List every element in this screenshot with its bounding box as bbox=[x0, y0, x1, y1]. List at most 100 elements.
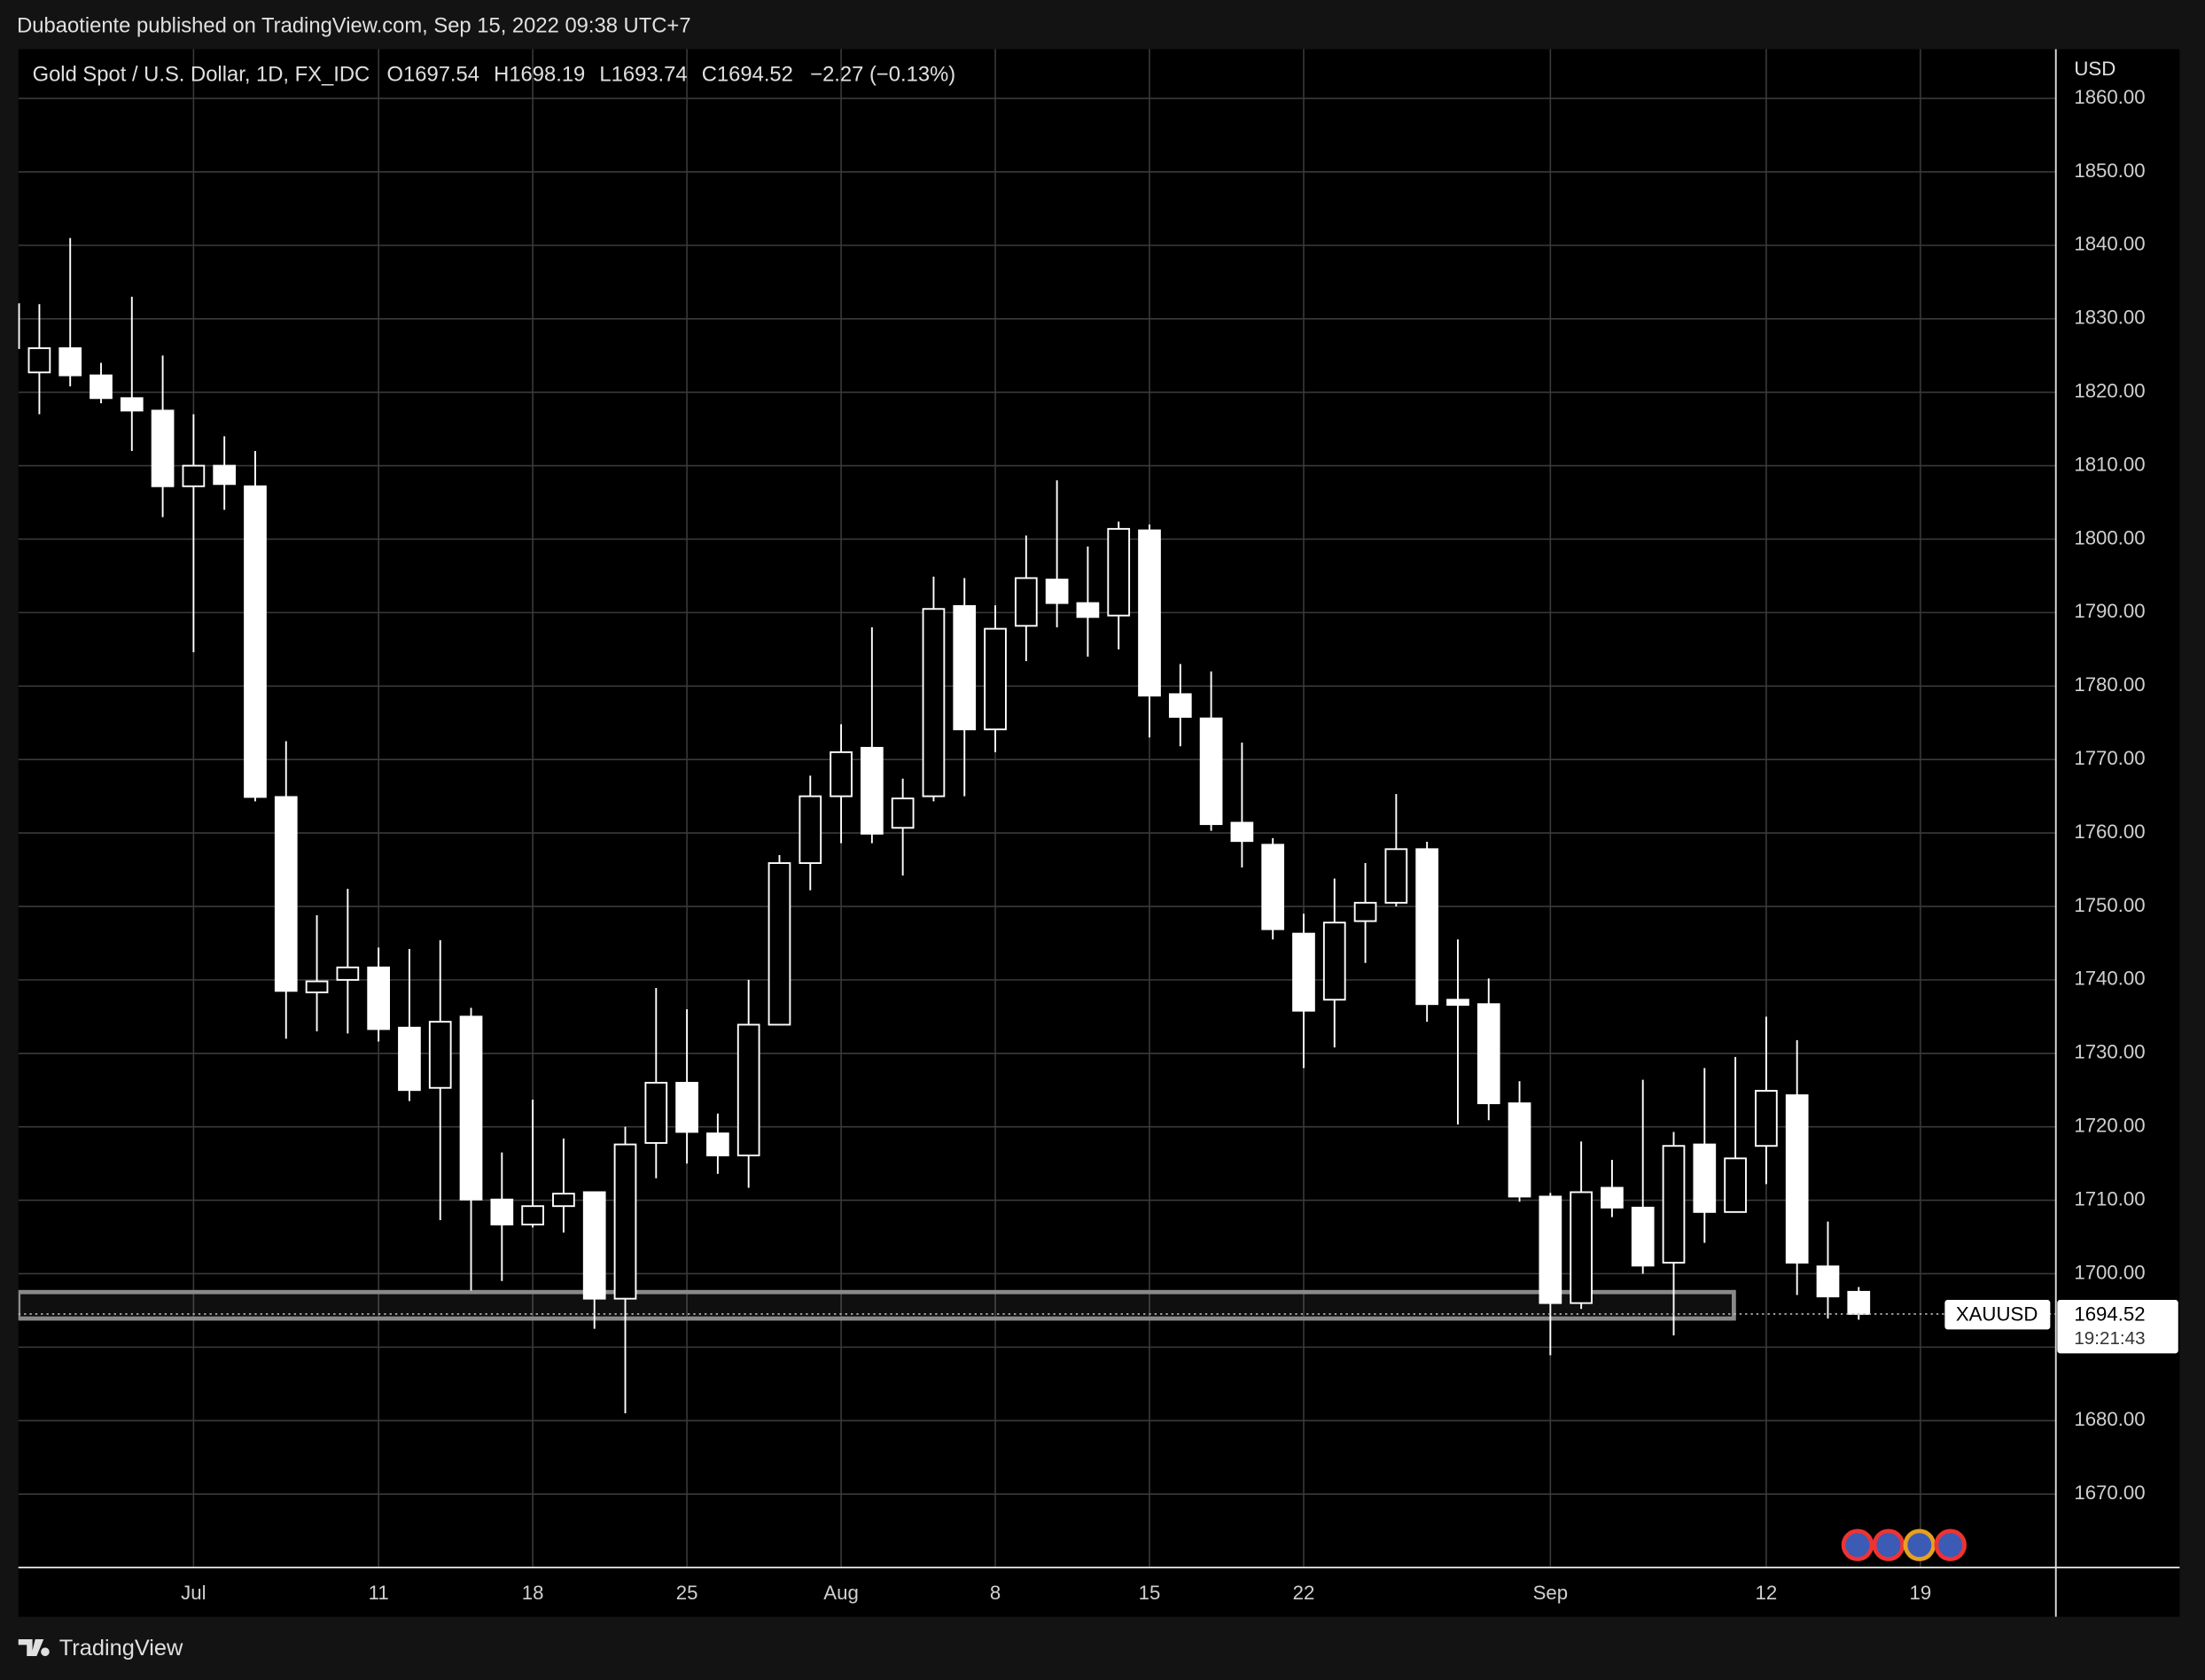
x-tick-label: 11 bbox=[369, 1582, 389, 1604]
candle-body bbox=[582, 1191, 606, 1300]
flag-icon[interactable] bbox=[1841, 1528, 1874, 1561]
candle-body bbox=[736, 1023, 760, 1156]
flag-icon[interactable] bbox=[1872, 1528, 1905, 1561]
x-tick-label: Aug bbox=[823, 1582, 859, 1604]
candle-body bbox=[1353, 901, 1377, 922]
x-tick-label: 12 bbox=[1756, 1582, 1778, 1604]
candle-body bbox=[1415, 848, 1439, 1006]
legend-value: 1693.74 bbox=[612, 63, 688, 87]
candle-body bbox=[305, 980, 329, 993]
candle-body bbox=[1570, 1191, 1593, 1304]
candle-body bbox=[213, 464, 237, 486]
candle-body bbox=[1724, 1157, 1747, 1213]
candle-body bbox=[1014, 577, 1038, 627]
candle-body bbox=[244, 485, 267, 798]
candle-body bbox=[1601, 1186, 1624, 1209]
candle-body bbox=[1476, 1003, 1500, 1105]
legend-label: L bbox=[599, 63, 611, 87]
candle-body bbox=[27, 346, 51, 374]
candle-body bbox=[459, 1015, 483, 1201]
candle-body bbox=[891, 797, 915, 829]
footer: TradingView bbox=[18, 1636, 183, 1661]
y-tick-label: 1820.00 bbox=[2074, 380, 2145, 402]
candle-body bbox=[1322, 922, 1346, 1001]
candle-body bbox=[984, 627, 1007, 731]
legend-value: 1698.19 bbox=[509, 63, 585, 87]
currency-label: USD bbox=[2074, 58, 2115, 80]
candle-body bbox=[1107, 527, 1131, 617]
candle-body bbox=[1693, 1143, 1717, 1213]
candle-body bbox=[1539, 1195, 1562, 1304]
candle-body bbox=[18, 303, 20, 349]
candle-body bbox=[428, 1021, 452, 1089]
legend-change: −2.27 (−0.13%) bbox=[810, 63, 955, 87]
candle-body bbox=[398, 1026, 421, 1092]
y-tick-label: 1830.00 bbox=[2074, 307, 2145, 329]
candle-body bbox=[1508, 1102, 1531, 1198]
candle-body bbox=[1261, 844, 1285, 930]
grid bbox=[18, 49, 2056, 1568]
y-tick-label: 1860.00 bbox=[2074, 86, 2145, 108]
candle-body bbox=[675, 1081, 698, 1133]
y-tick-label: 1720.00 bbox=[2074, 1115, 2145, 1137]
candle-body bbox=[1631, 1206, 1655, 1267]
legend-symbol: Gold Spot / U.S. Dollar, 1D, FX_IDC bbox=[33, 63, 370, 87]
x-tick-label: 15 bbox=[1139, 1582, 1161, 1604]
y-tick-label: 1700.00 bbox=[2074, 1261, 2145, 1283]
y-tick-label: 1850.00 bbox=[2074, 159, 2145, 182]
y-tick-label: 1760.00 bbox=[2074, 821, 2145, 843]
candle-body bbox=[1168, 693, 1192, 719]
legend: Gold Spot / U.S. Dollar, 1D, FX_IDC O169… bbox=[33, 63, 956, 87]
candle-body bbox=[1045, 579, 1069, 604]
y-tick-label: 1750.00 bbox=[2074, 894, 2145, 916]
y-tick-label: 1670.00 bbox=[2074, 1482, 2145, 1504]
y-tick-label: 1790.00 bbox=[2074, 600, 2145, 622]
y-tick-label: 1780.00 bbox=[2074, 673, 2145, 696]
price-label-box bbox=[2057, 1300, 2178, 1354]
axes: 1670.001680.001690.001700.001710.001720.… bbox=[181, 86, 2145, 1604]
candle-body bbox=[90, 374, 113, 400]
brand: TradingView bbox=[59, 1636, 183, 1661]
x-tick-label: 18 bbox=[522, 1582, 544, 1604]
candle-body bbox=[58, 346, 82, 377]
y-tick-label: 1740.00 bbox=[2074, 968, 2145, 990]
candle-body bbox=[552, 1193, 575, 1208]
candle-body bbox=[336, 966, 360, 981]
candle-body bbox=[151, 409, 175, 487]
logo bbox=[18, 1638, 50, 1657]
candle-body bbox=[1199, 717, 1223, 826]
candle-body bbox=[830, 751, 853, 797]
ticker-label: XAUUSD bbox=[1956, 1303, 2038, 1325]
legend-label: H bbox=[494, 63, 509, 87]
candle-body bbox=[1785, 1094, 1809, 1264]
flag-icon[interactable] bbox=[1934, 1528, 1967, 1561]
legend-value: 1697.54 bbox=[403, 63, 479, 87]
legend-value: 1694.52 bbox=[717, 63, 793, 87]
flag-icon[interactable] bbox=[1903, 1528, 1936, 1561]
event-flags[interactable] bbox=[1841, 1528, 1967, 1561]
legend-label: O bbox=[387, 63, 404, 87]
countdown-label: 19:21:43 bbox=[2074, 1328, 2145, 1349]
candle-body bbox=[1816, 1265, 1840, 1298]
candle-body bbox=[1076, 602, 1100, 618]
legend-label: C bbox=[702, 63, 717, 87]
candle-body bbox=[706, 1132, 729, 1156]
candle-body bbox=[1662, 1145, 1686, 1264]
y-tick-label: 1810.00 bbox=[2074, 453, 2145, 475]
plot bbox=[18, 237, 2056, 1413]
candle-body bbox=[274, 796, 298, 992]
x-tick-label: 25 bbox=[676, 1582, 698, 1604]
candle-body bbox=[1446, 999, 1469, 1007]
candle-body bbox=[1847, 1290, 1871, 1315]
price-label: 1694.52 bbox=[2074, 1303, 2145, 1325]
candle-body bbox=[1138, 529, 1161, 697]
candle-body bbox=[922, 608, 946, 797]
candle-body bbox=[120, 397, 144, 412]
y-tick-label: 1800.00 bbox=[2074, 526, 2145, 548]
candle-body bbox=[1755, 1090, 1778, 1147]
y-tick-label: 1840.00 bbox=[2074, 233, 2145, 255]
y-tick-label: 1730.00 bbox=[2074, 1041, 2145, 1063]
publish-header: Dubaotiente published on TradingView.com… bbox=[17, 13, 690, 37]
candle-body bbox=[521, 1205, 544, 1225]
